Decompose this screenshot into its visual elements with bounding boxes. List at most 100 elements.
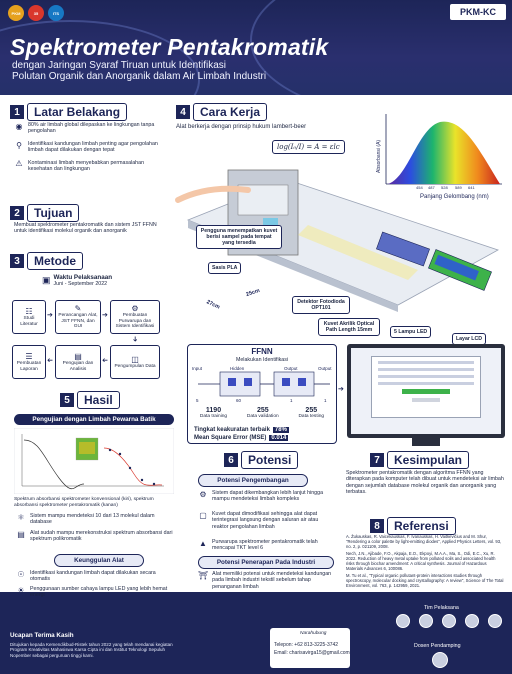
x-axis-label: Panjang Gelombang (nm): [420, 194, 489, 200]
book-icon: ☷: [25, 306, 33, 316]
light-path: [298, 225, 418, 280]
subtitle-line: Polutan Organik dan Anorganik dalam Air …: [12, 71, 267, 82]
development-item: ▲ Purwarupa spektrometer pentakromatik t…: [199, 538, 318, 552]
tick-label: 589: [455, 185, 462, 190]
gear-icon: ⚙: [199, 489, 207, 499]
footer: [0, 592, 512, 674]
data-point: [118, 452, 122, 456]
background-list: ◉ 80% air limbah global dilepaskan ke li…: [14, 122, 164, 172]
avatar: [419, 614, 433, 628]
test-title: Pengujian dengan Limbah Pewarna Batik: [14, 414, 174, 425]
pencil-icon: ✎: [74, 304, 82, 314]
chart-icon: ▤: [74, 351, 82, 361]
gui-field: [378, 361, 474, 364]
neuron: [298, 378, 306, 386]
development-title: Potensi Pengembangan: [198, 474, 308, 487]
target-icon: ☉: [17, 569, 25, 579]
avatar: [396, 614, 410, 628]
stat-item: 255 Data testing: [298, 407, 325, 419]
reference-item: Nech, J.N., Ajibade, F.O., Akpaja, E.O.,…: [346, 551, 496, 571]
avatar: [442, 614, 456, 628]
section-number: 5: [60, 393, 74, 407]
method-step: ⚙ Pembuatan Purwarupa dan Sistem Identif…: [110, 300, 160, 334]
section-title: Potensi: [241, 451, 299, 469]
y-axis-label: Absorbansi (A): [376, 140, 382, 173]
gui-result: [402, 389, 450, 394]
ffnn-diagram: Input Hidden Output Output 5 60 1 1: [192, 366, 332, 403]
data-point: [152, 482, 156, 486]
its-logo: ITS: [48, 5, 64, 21]
bulb-icon: ☀: [17, 585, 25, 595]
sample-photo-detail: [79, 442, 95, 454]
ffnn-stats: 1190 Data training 255 Data validation 2…: [190, 407, 334, 419]
poster-subtitle: dengan Jaringan Syaraf Tiruan untuk Iden…: [12, 60, 502, 82]
ffnn-title: FFNN: [251, 347, 273, 356]
mse-value: 0.014: [269, 435, 289, 441]
gui-field: [378, 368, 474, 371]
gui-button: [412, 398, 440, 402]
gui-screen: [351, 348, 501, 434]
section-title: Metode: [27, 252, 83, 270]
output-layer-box: [273, 371, 315, 397]
pkm-logo: PKM: [8, 5, 24, 21]
tick-label: 641: [468, 185, 475, 190]
objective-text: Membuat spektrometer pentakromatik dan s…: [14, 222, 157, 235]
magnifier-icon: ⚲: [16, 140, 22, 150]
callout-user: Pengguna menempatkan kuvet berisi sampel…: [196, 225, 282, 249]
layer-label: Hidden: [230, 366, 245, 371]
development-item: ▢ Kuvet dapat dimodifikasi sehingga alat…: [199, 510, 319, 530]
data-point: [140, 478, 144, 482]
section-2-head: 2 Tujuan: [10, 204, 80, 222]
schedule-value: Juni - September 2022: [53, 281, 108, 287]
advantage-item: ☀ Penggunaan sumber cahaya lampu LED yan…: [17, 585, 168, 599]
layer-size: 1: [290, 398, 293, 403]
contact-label: Narahubung: [300, 631, 327, 636]
section-number: 6: [224, 453, 238, 467]
results-charts: [14, 428, 174, 494]
stat-item: 1190 Data training: [199, 407, 228, 419]
level-icon: ▲: [199, 538, 207, 548]
section-6-head: 6 Potensi: [224, 451, 299, 469]
advantage-item: ☉ Identifikasi kandungan limbah dapat di…: [17, 569, 156, 583]
logo-row: PKM 35 ITS: [8, 5, 64, 21]
factory-icon: ⛩: [198, 570, 209, 580]
gui-field: [378, 375, 474, 378]
accuracy-value: 78%: [272, 427, 289, 433]
layer-label: Input: [192, 366, 203, 371]
led-board: [376, 231, 430, 267]
result-point: ⚛ Sistem mampu mendeteksi 10 dari 13 mol…: [17, 512, 155, 526]
callout-led: 5 Lampu LED: [390, 326, 432, 338]
contact-card: [270, 628, 350, 668]
reference-item: A. Žukauskas, R. Vaicekauskas, F. Ivanau…: [346, 534, 502, 549]
application-item: ⛩ Alat memiliki potensi untuk mendeteksi…: [198, 570, 332, 590]
callout-sasis: Sasis PLA: [208, 262, 242, 274]
gui-field: [378, 382, 474, 385]
section-title: Kesimpulan: [387, 451, 470, 469]
section-number: 7: [370, 453, 384, 467]
tools-icon: ⚙: [131, 304, 139, 314]
layer-size: 1: [324, 398, 327, 403]
contact-phone: Telepon: +62 813-3225-3742: [274, 642, 339, 648]
schedule-label: Waktu Pelaksanaan: [53, 274, 113, 281]
application-title: Potensi Penerapan Pada Industri: [198, 556, 334, 569]
decor-swoosh: [250, 0, 512, 95]
tick-label: 454: [416, 185, 423, 190]
hidden-layer-box: [219, 371, 261, 397]
database-icon: ◫: [131, 354, 139, 364]
list-item: ◉ 80% air limbah global dilepaskan ke li…: [15, 121, 155, 135]
layer-size: 5: [196, 398, 199, 403]
method-step: ▤ Pengujian dan Analisis: [55, 345, 101, 379]
section-title: Hasil: [77, 391, 120, 409]
section-7-head: 7 Kesimpulan: [370, 451, 470, 469]
section-number: 8: [370, 519, 384, 533]
section-title: Latar Belakang: [27, 103, 128, 121]
list-item: ⚠ Kontaminasi limbah menyebabkan permasa…: [15, 159, 145, 173]
section-title: Tujuan: [27, 204, 80, 222]
chart-icon: ▤: [17, 529, 25, 539]
reference-item: M. Tu et al., "Typical organic pollutant…: [346, 573, 504, 588]
calendar-icon: ▣: [42, 275, 51, 285]
lcd-screen: [434, 254, 479, 281]
globe-icon: ◉: [15, 121, 23, 131]
absorbance-spectrum: 454 487 528 589 641 Panjang Gelombang (n…: [376, 114, 502, 200]
schedule: ▣ Waktu Pelaksanaan Juni - September 202…: [42, 274, 112, 287]
